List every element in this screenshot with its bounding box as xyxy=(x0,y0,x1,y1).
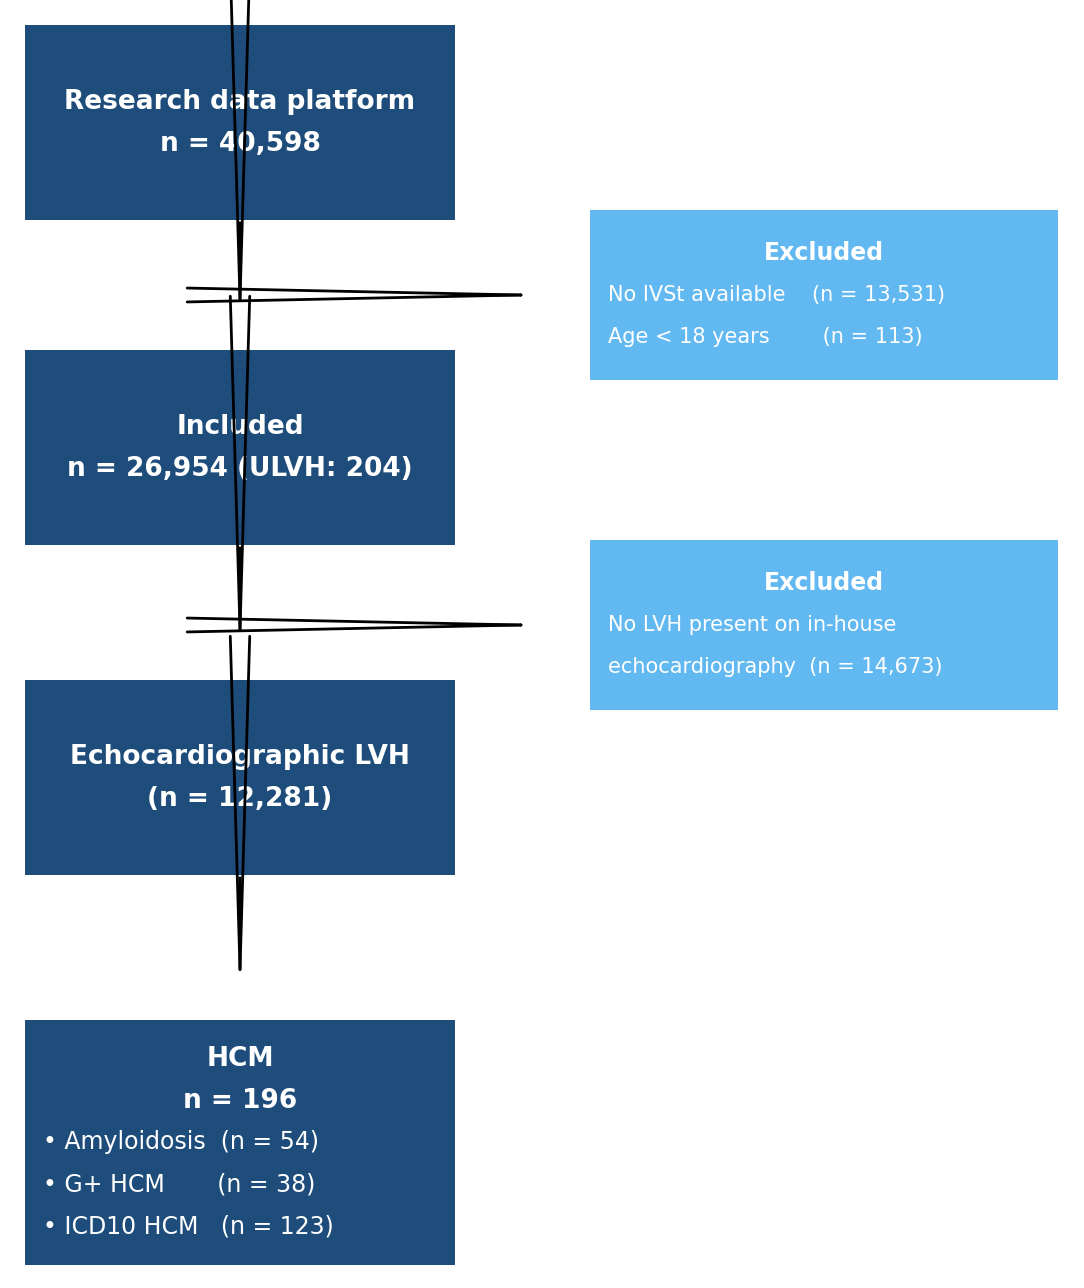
Text: Excluded: Excluded xyxy=(764,571,885,595)
Text: Included: Included xyxy=(177,413,304,439)
Text: No LVH present on in-house: No LVH present on in-house xyxy=(608,614,896,635)
Text: Excluded: Excluded xyxy=(764,241,885,265)
FancyBboxPatch shape xyxy=(25,1020,455,1265)
Text: n = 196: n = 196 xyxy=(183,1087,297,1114)
FancyBboxPatch shape xyxy=(25,680,455,875)
Text: • ICD10 HCM   (n = 123): • ICD10 HCM (n = 123) xyxy=(43,1215,334,1239)
Text: echocardiography  (n = 14,673): echocardiography (n = 14,673) xyxy=(608,657,942,677)
FancyBboxPatch shape xyxy=(590,210,1058,380)
Text: • Amyloidosis  (n = 54): • Amyloidosis (n = 54) xyxy=(43,1131,319,1154)
Text: n = 40,598: n = 40,598 xyxy=(159,130,321,157)
Text: No IVSt available    (n = 13,531): No IVSt available (n = 13,531) xyxy=(608,285,945,305)
Text: • G+ HCM       (n = 38): • G+ HCM (n = 38) xyxy=(43,1172,315,1197)
Text: Echocardiographic LVH: Echocardiographic LVH xyxy=(70,743,410,769)
Text: HCM: HCM xyxy=(206,1046,274,1072)
Text: n = 26,954 (ULVH: 204): n = 26,954 (ULVH: 204) xyxy=(67,456,413,482)
FancyBboxPatch shape xyxy=(25,350,455,545)
Text: Research data platform: Research data platform xyxy=(64,89,415,115)
Text: Age < 18 years        (n = 113): Age < 18 years (n = 113) xyxy=(608,327,922,346)
Text: (n = 12,281): (n = 12,281) xyxy=(147,786,333,811)
FancyBboxPatch shape xyxy=(590,540,1058,710)
FancyBboxPatch shape xyxy=(25,24,455,220)
